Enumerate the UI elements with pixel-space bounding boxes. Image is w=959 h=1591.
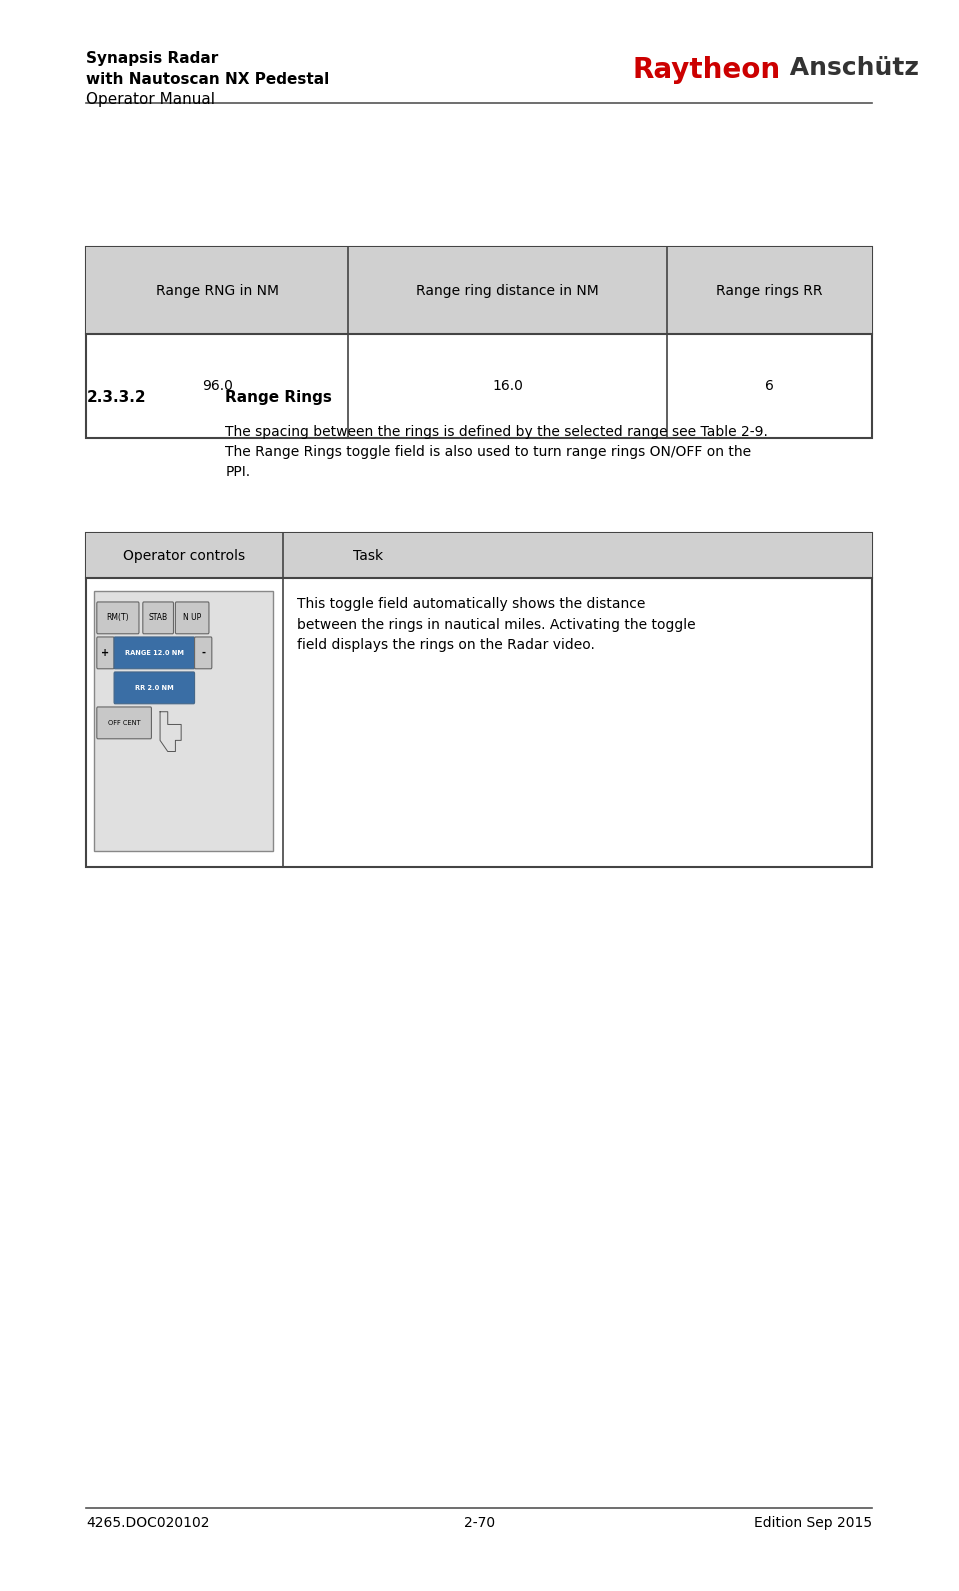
Text: Synapsis Radar: Synapsis Radar <box>86 51 219 65</box>
Text: with Nautoscan NX Pedestal: with Nautoscan NX Pedestal <box>86 72 330 86</box>
FancyBboxPatch shape <box>86 247 873 334</box>
FancyBboxPatch shape <box>86 533 873 578</box>
Text: Range RNG in NM: Range RNG in NM <box>155 283 279 298</box>
Text: 96.0: 96.0 <box>201 379 232 393</box>
Text: RM(T): RM(T) <box>106 614 129 622</box>
Text: 2-70: 2-70 <box>464 1516 495 1531</box>
Text: Range Rings: Range Rings <box>225 390 332 404</box>
Text: Edition Sep 2015: Edition Sep 2015 <box>754 1516 873 1531</box>
Text: N UP: N UP <box>183 614 201 622</box>
Text: 4265.DOC020102: 4265.DOC020102 <box>86 1516 210 1531</box>
FancyBboxPatch shape <box>97 601 139 633</box>
FancyBboxPatch shape <box>195 636 212 668</box>
FancyBboxPatch shape <box>175 601 209 633</box>
FancyBboxPatch shape <box>143 601 174 633</box>
Text: Anschütz: Anschütz <box>782 56 919 80</box>
Text: Raytheon: Raytheon <box>633 56 781 84</box>
Text: 16.0: 16.0 <box>492 379 523 393</box>
Text: The spacing between the rings is defined by the selected range see Table 2-9.
Th: The spacing between the rings is defined… <box>225 425 768 479</box>
Text: 2.3.3.2: 2.3.3.2 <box>86 390 146 404</box>
FancyBboxPatch shape <box>97 636 114 668</box>
Text: Operator Manual: Operator Manual <box>86 92 215 107</box>
Text: Range rings RR: Range rings RR <box>716 283 823 298</box>
Text: RR 2.0 NM: RR 2.0 NM <box>135 684 174 690</box>
Text: This toggle field automatically shows the distance
between the rings in nautical: This toggle field automatically shows th… <box>297 597 696 652</box>
Text: OFF CENT: OFF CENT <box>107 719 140 725</box>
FancyBboxPatch shape <box>86 533 873 867</box>
FancyBboxPatch shape <box>97 706 152 738</box>
Text: Operator controls: Operator controls <box>124 549 246 563</box>
FancyBboxPatch shape <box>114 636 195 668</box>
Text: Task: Task <box>354 549 384 563</box>
FancyBboxPatch shape <box>86 247 873 438</box>
FancyBboxPatch shape <box>114 671 195 703</box>
Text: -: - <box>201 648 205 657</box>
Text: RANGE 12.0 NM: RANGE 12.0 NM <box>125 649 184 655</box>
FancyBboxPatch shape <box>94 590 273 851</box>
Text: +: + <box>102 648 109 657</box>
Text: Range ring distance in NM: Range ring distance in NM <box>416 283 599 298</box>
Text: STAB: STAB <box>149 614 168 622</box>
Text: 6: 6 <box>765 379 774 393</box>
